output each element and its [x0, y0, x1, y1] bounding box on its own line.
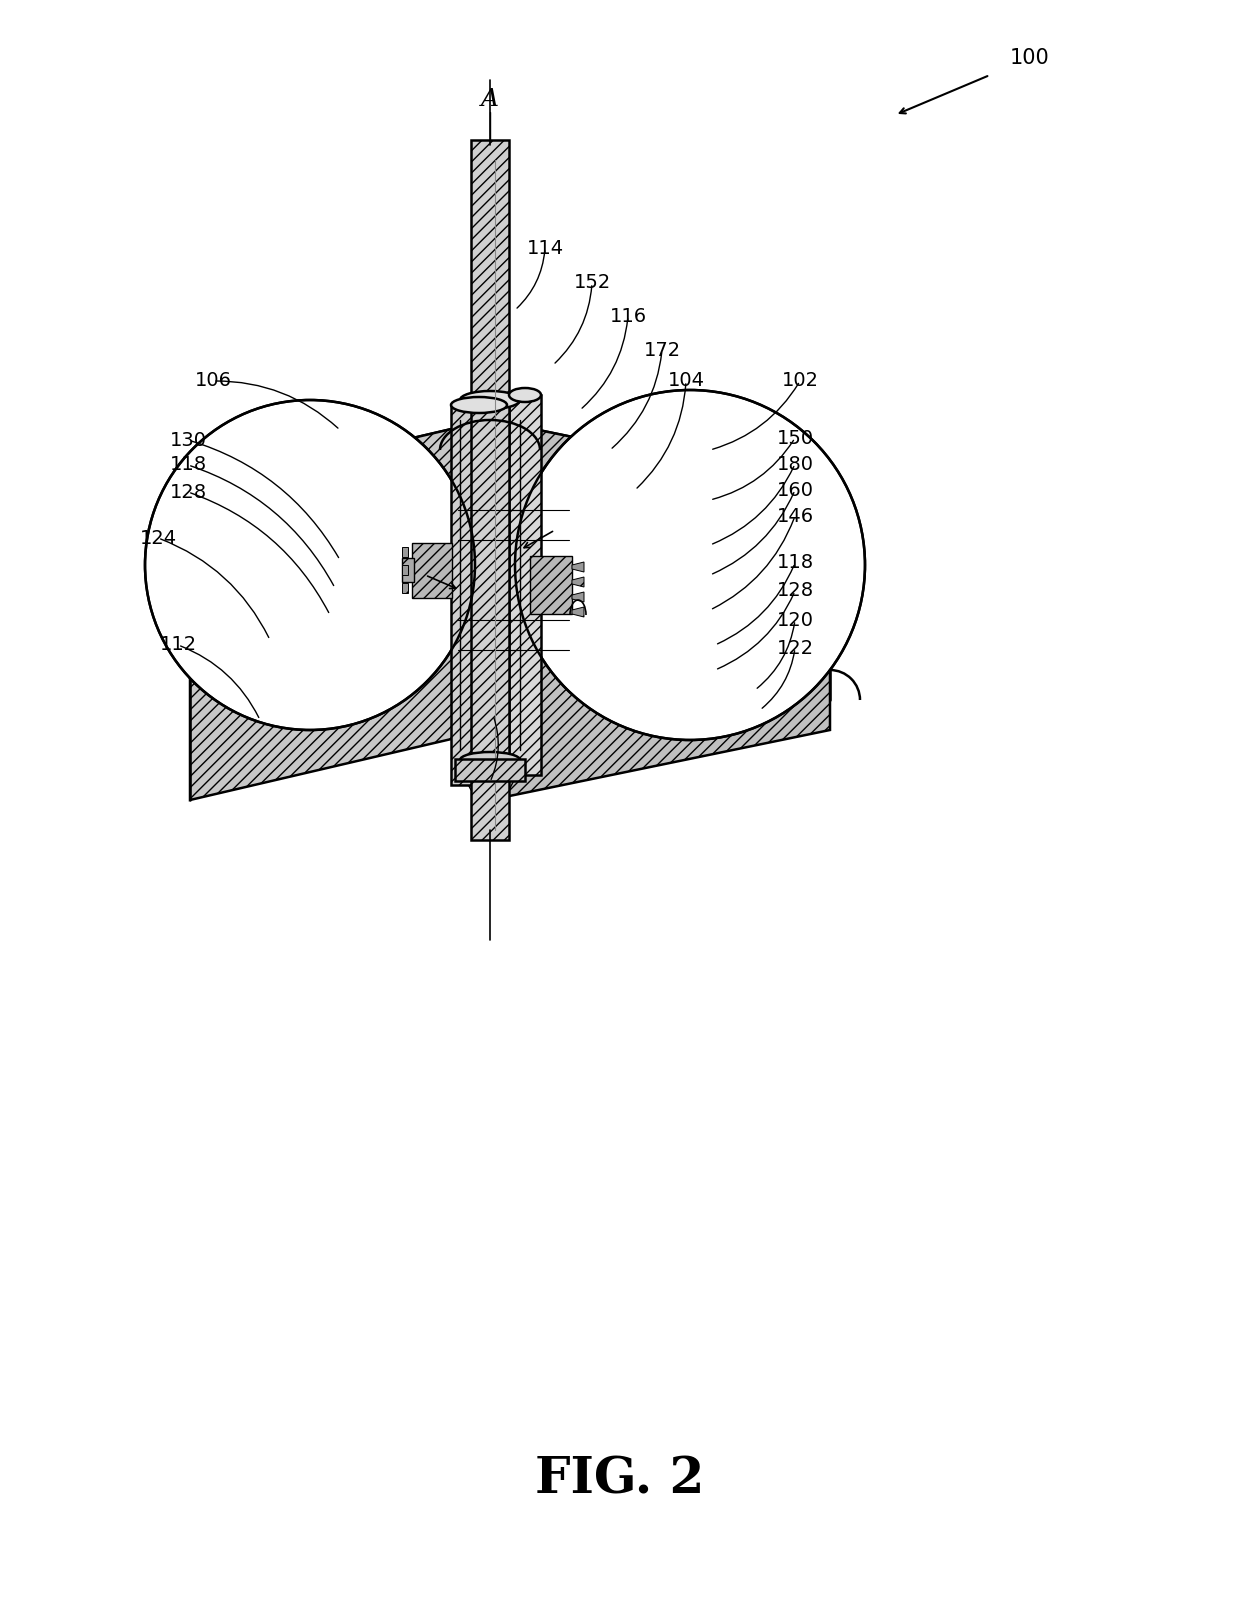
Polygon shape [190, 420, 830, 560]
Polygon shape [572, 606, 584, 618]
Text: 150: 150 [776, 428, 813, 448]
Polygon shape [572, 561, 584, 573]
Circle shape [515, 390, 866, 739]
Text: 116: 116 [609, 306, 646, 326]
Text: FIG. 2: FIG. 2 [536, 1455, 704, 1505]
Text: 146: 146 [776, 507, 813, 526]
Text: 112: 112 [160, 635, 197, 654]
Polygon shape [402, 582, 408, 593]
Text: 118: 118 [776, 553, 813, 573]
Text: 128: 128 [776, 582, 813, 600]
Ellipse shape [460, 391, 520, 409]
Text: 130: 130 [170, 430, 207, 449]
Bar [471, 140, 508, 840]
Text: 104: 104 [667, 372, 704, 390]
Bar [508, 395, 541, 775]
Bar [402, 558, 414, 582]
Text: 102: 102 [781, 372, 818, 390]
Text: 124: 124 [139, 528, 176, 547]
Bar [529, 557, 572, 614]
Text: 172: 172 [644, 340, 681, 359]
Bar [460, 399, 520, 760]
Polygon shape [572, 592, 584, 602]
Ellipse shape [451, 398, 507, 412]
Ellipse shape [508, 388, 541, 403]
Text: 160: 160 [776, 481, 813, 499]
Circle shape [145, 399, 475, 730]
Bar [451, 404, 507, 784]
Text: A: A [481, 88, 498, 112]
Ellipse shape [460, 752, 520, 768]
Polygon shape [490, 420, 830, 800]
Text: 152: 152 [573, 274, 610, 292]
Polygon shape [190, 420, 490, 800]
Bar [455, 759, 525, 781]
Text: 122: 122 [776, 638, 813, 658]
Text: 120: 120 [776, 611, 813, 629]
Bar [412, 544, 453, 598]
Polygon shape [402, 565, 408, 574]
Text: 100: 100 [1011, 48, 1050, 67]
Text: 118: 118 [170, 456, 207, 475]
Text: 106: 106 [195, 372, 232, 390]
Text: 114: 114 [527, 239, 563, 258]
Text: 110: 110 [475, 706, 511, 725]
Text: 128: 128 [170, 483, 207, 502]
Text: 180: 180 [776, 454, 813, 473]
Polygon shape [402, 547, 408, 557]
Polygon shape [572, 577, 584, 587]
